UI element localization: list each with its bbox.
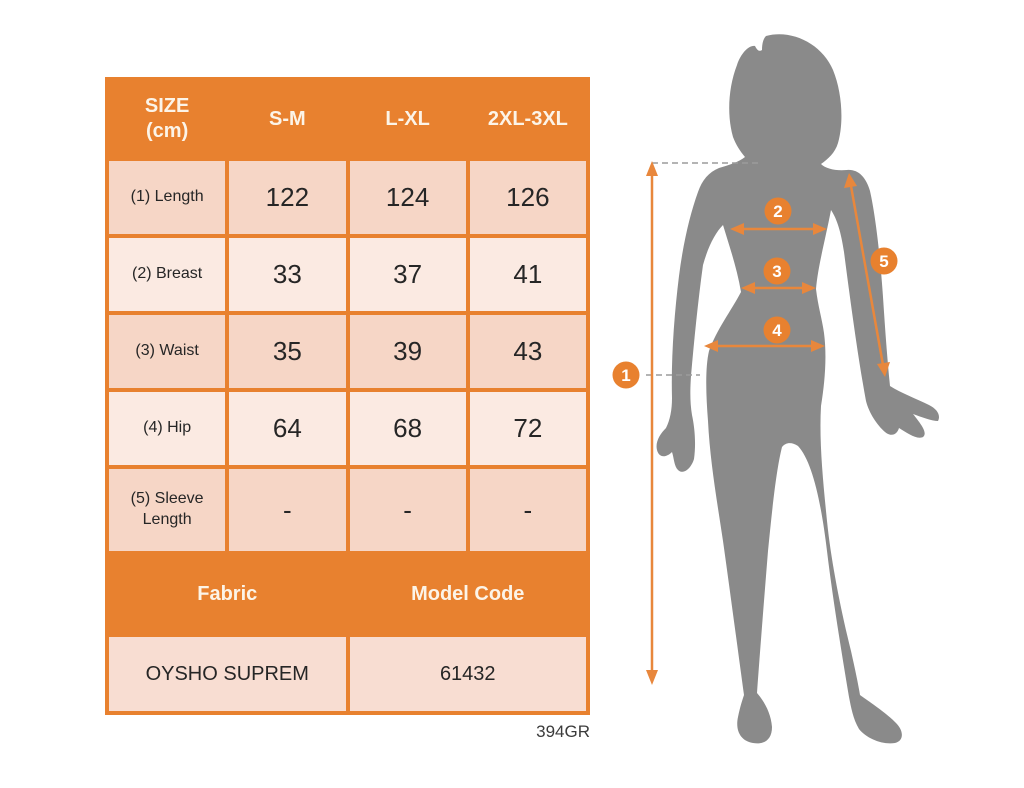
size-unit-header: SIZE (cm) <box>109 81 225 157</box>
row-label-hip: (4) Hip <box>109 392 226 465</box>
length-lxl: 124 <box>349 161 466 234</box>
marker-3: 3 <box>763 257 791 285</box>
size-unit-line1: SIZE <box>144 95 190 117</box>
waist-arrow <box>741 282 816 294</box>
column-header-lxl: L-XL <box>385 107 430 130</box>
row-label-waist: (3) Waist <box>109 315 226 388</box>
sleeve-lxl: - <box>349 469 466 551</box>
size-table: SIZE (cm) S-M L-XL 2XL-3XL (1) Length 12… <box>105 77 590 715</box>
female-silhouette <box>656 34 939 744</box>
marker-2: 2 <box>764 197 792 225</box>
length-2xl3xl: 126 <box>469 161 586 234</box>
size-unit-line2: (cm) <box>146 120 189 142</box>
column-header-2xl3xl: 2XL-3XL <box>487 107 568 130</box>
row-label-sleeve: (5) Sleeve Length <box>109 469 226 551</box>
marker-1: 1 <box>612 361 640 389</box>
breast-lxl: 37 <box>349 238 466 311</box>
model-code-header: Model Code <box>411 582 525 605</box>
sleeve-2xl3xl: - <box>469 469 586 551</box>
sleeve-sm: - <box>229 469 346 551</box>
product-code: 394GR <box>536 722 590 741</box>
fabric-header: Fabric <box>197 582 258 605</box>
marker-5-label: 5 <box>879 252 888 271</box>
hip-2xl3xl: 72 <box>469 392 586 465</box>
length-arrow <box>646 161 658 685</box>
row-label-length: (1) Length <box>109 161 226 234</box>
marker-1-label: 1 <box>621 366 630 385</box>
waist-sm: 35 <box>229 315 346 388</box>
breast-arrow <box>730 223 827 235</box>
breast-2xl3xl: 41 <box>469 238 586 311</box>
column-header-sm: S-M <box>269 107 306 130</box>
hip-sm: 64 <box>229 392 346 465</box>
row-label-breast: (2) Breast <box>109 238 226 311</box>
marker-4: 4 <box>763 316 791 344</box>
marker-4-label: 4 <box>772 321 782 340</box>
marker-3-label: 3 <box>772 262 781 281</box>
marker-2-label: 2 <box>773 202 782 221</box>
breast-sm: 33 <box>229 238 346 311</box>
hip-arrow <box>704 340 825 352</box>
hip-lxl: 68 <box>349 392 466 465</box>
fabric-value: OYSHO SUPREM <box>109 637 346 711</box>
model-code-value: 61432 <box>349 637 586 711</box>
waist-2xl3xl: 43 <box>469 315 586 388</box>
waist-lxl: 39 <box>349 315 466 388</box>
length-sm: 122 <box>229 161 346 234</box>
sleeve-arrow <box>844 173 890 377</box>
marker-5: 5 <box>870 247 898 275</box>
